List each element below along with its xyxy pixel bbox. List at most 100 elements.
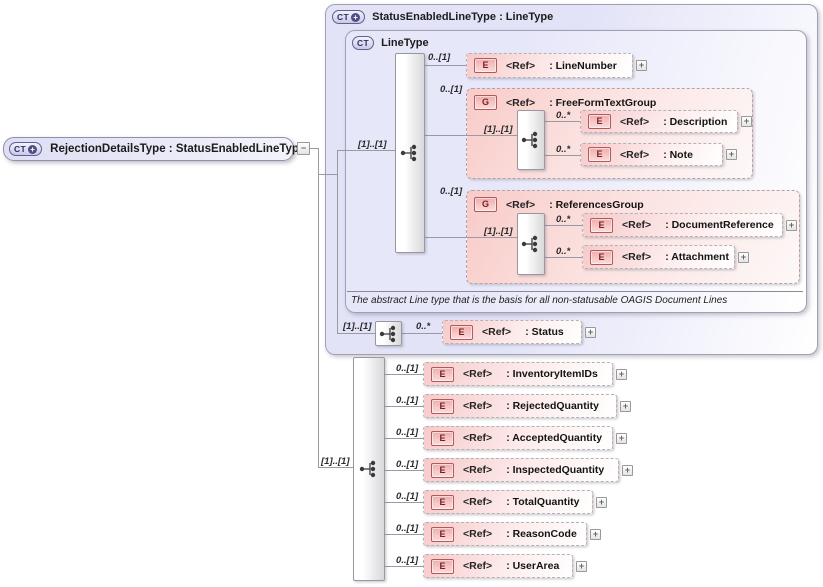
ref-label: <Ref> xyxy=(482,326,512,338)
connector-line xyxy=(545,257,582,258)
cardinality-label: 0..[1] xyxy=(396,555,419,566)
connector-line xyxy=(385,438,423,439)
expand-icon[interactable]: + xyxy=(596,497,607,508)
cardinality-label: 0..[1] xyxy=(396,395,419,406)
connector-line xyxy=(318,148,319,467)
element-name: : Status xyxy=(525,326,564,338)
element-totalquantity[interactable]: E <Ref> : TotalQuantity xyxy=(423,490,593,514)
ref-label: <Ref> xyxy=(463,528,493,540)
ref-label: <Ref> xyxy=(506,198,536,211)
element-badge: E xyxy=(431,366,454,382)
connector-line xyxy=(425,135,517,136)
connector-line xyxy=(425,65,466,66)
element-name: : AcceptedQuantity xyxy=(506,432,603,444)
element-acceptedquantity[interactable]: E <Ref> : AcceptedQuantity xyxy=(423,426,613,450)
element-badge: E xyxy=(431,398,454,414)
cardinality-label: 0..* xyxy=(556,144,571,155)
cardinality-label: 0..[1] xyxy=(396,459,419,470)
expand-icon[interactable]: + xyxy=(585,327,596,338)
cardinality-label: [1]..[1] xyxy=(343,321,372,332)
sequence-compositor[interactable] xyxy=(395,53,425,253)
plus-circle-icon: + xyxy=(351,12,361,22)
element-badge: E xyxy=(431,462,454,478)
element-badge: E xyxy=(431,430,454,446)
collapse-icon[interactable]: − xyxy=(297,142,310,155)
ref-label: <Ref> xyxy=(506,59,536,72)
cardinality-label: 0..* xyxy=(556,110,571,121)
cardinality-label: 0..* xyxy=(416,321,431,332)
connector-line xyxy=(385,502,423,503)
element-badge: E xyxy=(431,526,454,542)
connector-line xyxy=(318,467,353,468)
sequence-icon xyxy=(521,131,538,149)
sequence-compositor[interactable] xyxy=(517,110,545,170)
cardinality-label: [1]..[1] xyxy=(321,456,350,467)
element-name: : UserArea xyxy=(506,560,560,572)
sequence-compositor[interactable] xyxy=(353,357,385,581)
expand-icon[interactable]: + xyxy=(636,60,647,71)
element-description[interactable]: E <Ref> : Description xyxy=(580,110,738,133)
element-documentreference[interactable]: E <Ref> : DocumentReference xyxy=(582,213,783,237)
expand-icon[interactable]: + xyxy=(576,561,587,572)
element-name: : Attachment xyxy=(665,251,729,263)
connector-line xyxy=(385,470,423,471)
element-inspectedquantity[interactable]: E <Ref> : InspectedQuantity xyxy=(423,458,619,482)
element-note[interactable]: E <Ref> : Note xyxy=(580,143,723,166)
expand-icon[interactable]: + xyxy=(741,116,752,127)
element-attachment[interactable]: E <Ref> : Attachment xyxy=(582,245,735,269)
element-badge: E xyxy=(590,217,613,233)
connector-line xyxy=(425,237,517,238)
line-type-footnote: The abstract Line type that is the basis… xyxy=(351,295,728,306)
footnote-separator xyxy=(347,291,803,292)
element-rejectedquantity[interactable]: E <Ref> : RejectedQuantity xyxy=(423,394,617,418)
cardinality-label: 0..* xyxy=(556,246,571,257)
box-title: LineType xyxy=(381,37,429,49)
ref-label: <Ref> xyxy=(463,400,493,412)
element-userarea[interactable]: E <Ref> : UserArea xyxy=(423,554,573,578)
complex-type-badge: CT + xyxy=(9,142,43,156)
cardinality-label: 0..[1] xyxy=(396,363,419,374)
cardinality-label: 0..[1] xyxy=(396,523,419,534)
badge-label: CT xyxy=(357,38,370,48)
connector-line xyxy=(385,566,423,567)
cardinality-label: 0..[1] xyxy=(440,84,463,95)
sequence-icon xyxy=(359,460,376,478)
expand-icon[interactable]: + xyxy=(622,465,633,476)
complex-type-badge: CT + xyxy=(332,10,366,24)
element-name: : Note xyxy=(663,148,693,161)
root-type-node[interactable]: CT + RejectionDetailsType : StatusEnable… xyxy=(3,137,305,161)
expand-icon[interactable]: + xyxy=(786,220,797,231)
element-name: : RejectedQuantity xyxy=(506,400,599,412)
connector-line xyxy=(385,406,423,407)
root-title: RejectionDetailsType : StatusEnabledLine… xyxy=(50,143,306,155)
expand-icon[interactable]: + xyxy=(590,529,601,540)
expand-icon[interactable]: + xyxy=(616,369,627,380)
sequence-icon xyxy=(379,325,395,342)
element-badge: E xyxy=(431,558,454,574)
cardinality-label: 0..[1] xyxy=(428,52,451,63)
expand-icon[interactable]: + xyxy=(738,252,749,263)
ref-label: <Ref> xyxy=(620,148,650,161)
connector-line xyxy=(337,150,338,333)
cardinality-label: 0..* xyxy=(556,214,571,225)
ref-label: <Ref> xyxy=(463,560,493,572)
group-name: : FreeFormTextGroup xyxy=(549,96,657,109)
element-status[interactable]: E <Ref> : Status xyxy=(442,320,582,344)
element-badge: E xyxy=(450,324,473,340)
sequence-compositor[interactable] xyxy=(375,321,402,346)
sequence-compositor[interactable] xyxy=(517,213,545,275)
ref-label: <Ref> xyxy=(463,432,493,444)
element-linenumber[interactable]: E <Ref> : LineNumber xyxy=(466,53,633,78)
connector-line xyxy=(545,225,582,226)
expand-icon[interactable]: + xyxy=(620,401,631,412)
expand-icon[interactable]: + xyxy=(726,149,737,160)
cardinality-label: 0..[1] xyxy=(396,491,419,502)
element-inventoryitemids[interactable]: E <Ref> : InventoryItemIDs xyxy=(423,362,613,386)
cardinality-label: [1]..[1] xyxy=(358,139,387,150)
ref-label: <Ref> xyxy=(463,496,493,508)
cardinality-label: [1]..[1] xyxy=(484,124,513,135)
complex-type-badge: CT xyxy=(352,36,375,50)
expand-icon[interactable]: + xyxy=(616,433,627,444)
element-reasoncode[interactable]: E <Ref> : ReasonCode xyxy=(423,522,587,546)
